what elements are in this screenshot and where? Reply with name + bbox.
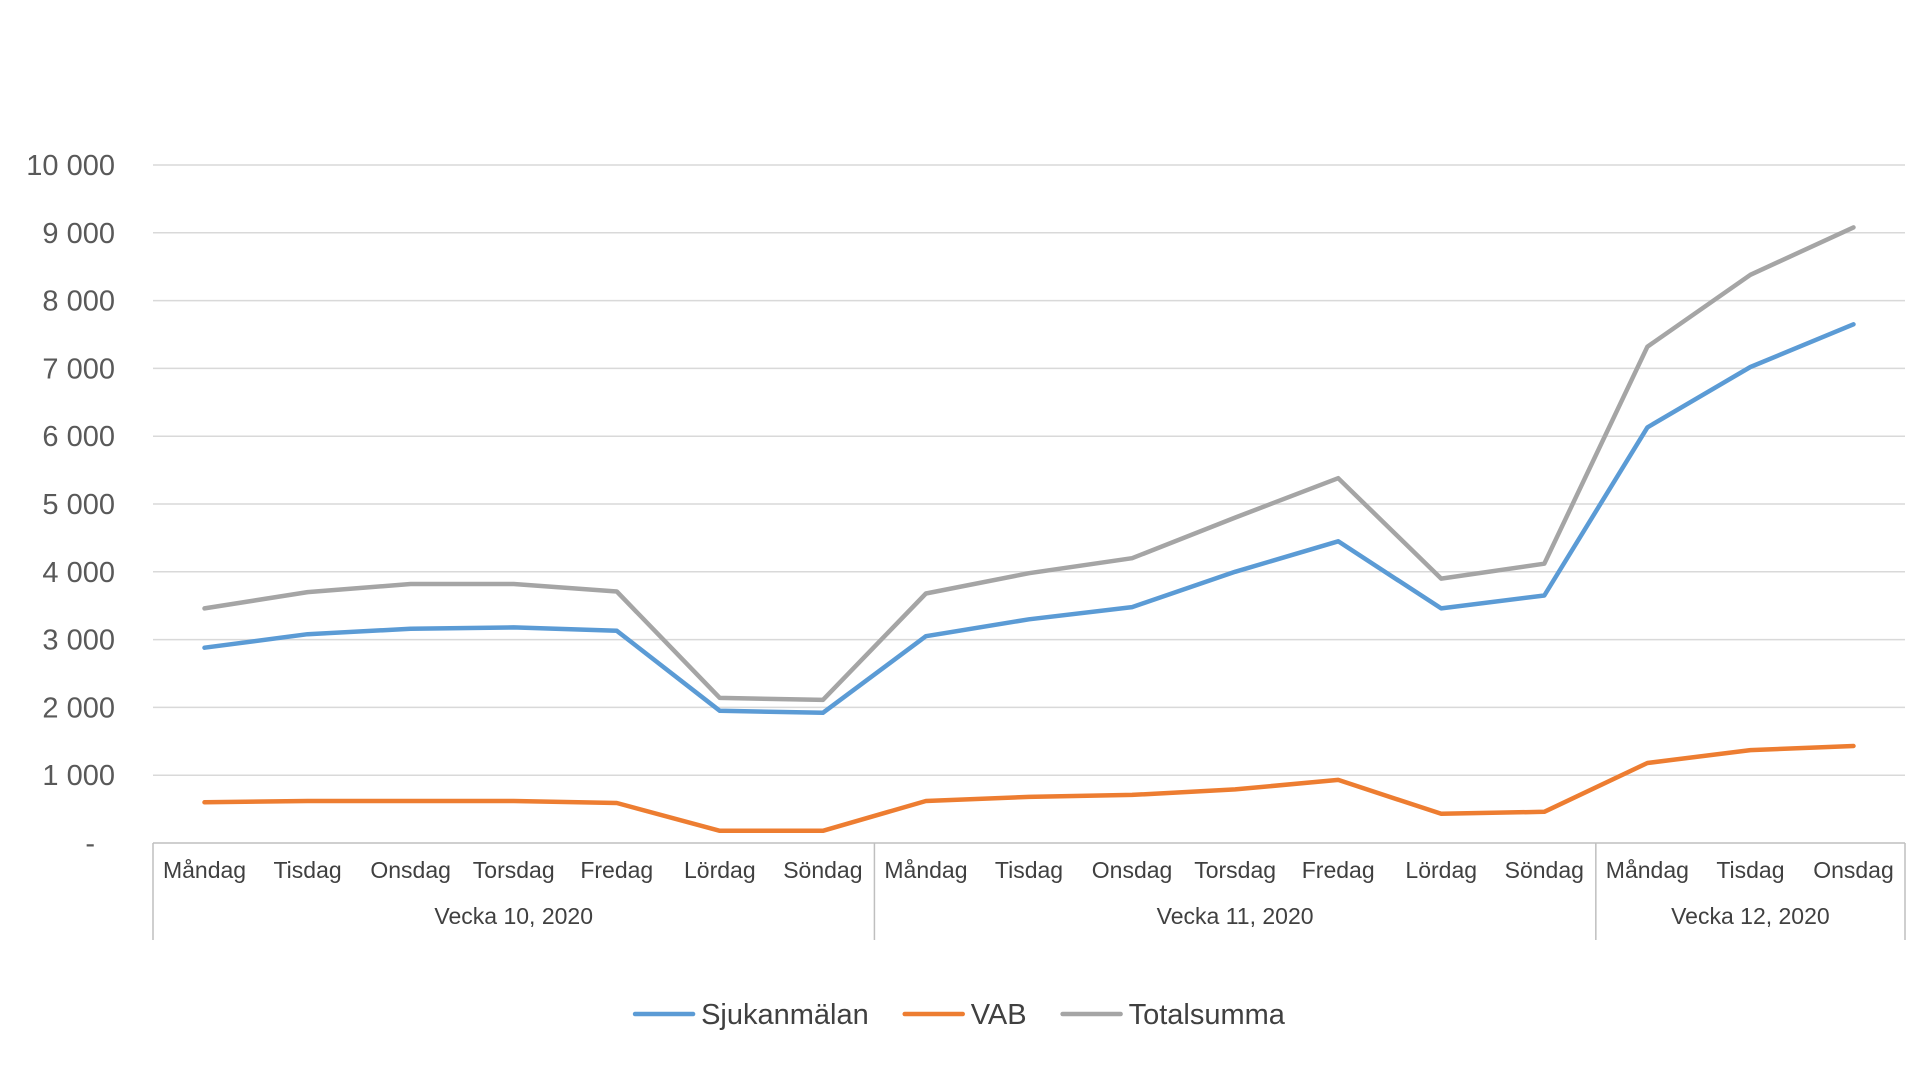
x-tick-label: Söndag bbox=[783, 857, 862, 883]
y-tick-label: 6 000 bbox=[42, 421, 115, 453]
y-tick-label: 3 000 bbox=[42, 625, 115, 657]
x-tick-label: Onsdag bbox=[1092, 857, 1173, 883]
x-tick-label: Måndag bbox=[884, 857, 967, 883]
x-tick-label: Torsdag bbox=[1194, 857, 1276, 883]
x-tick-label: Måndag bbox=[1606, 857, 1689, 883]
series-lines bbox=[202, 225, 1856, 834]
series-line-vab bbox=[202, 743, 1856, 834]
x-tick-label: Tisdag bbox=[1716, 857, 1784, 883]
group-label: Vecka 10, 2020 bbox=[434, 903, 593, 929]
x-tick-label: Söndag bbox=[1505, 857, 1584, 883]
legend-label: Totalsumma bbox=[1129, 999, 1286, 1031]
x-axis: Måndag Tisdag Onsdag Torsdag Fredag Lördag Sön… bbox=[152, 842, 1906, 940]
x-tick-label: Måndag bbox=[163, 857, 246, 883]
y-tick-label: 10 000 bbox=[26, 150, 115, 182]
group-label: Vecka 11, 2020 bbox=[1157, 903, 1314, 929]
legend: Sjukanmälan VAB Totalsumma bbox=[632, 999, 1286, 1031]
series-line-sjukanmälan bbox=[202, 322, 1856, 716]
x-tick-label: Tisdag bbox=[273, 857, 341, 883]
y-tick-label: 4 000 bbox=[42, 557, 115, 589]
x-tick-label: Tisdag bbox=[995, 857, 1063, 883]
y-tick-label: 5 000 bbox=[42, 489, 115, 521]
x-tick-label: Lördag bbox=[1405, 857, 1477, 883]
y-tick-label: 7 000 bbox=[42, 353, 115, 385]
x-tick-label: Onsdag bbox=[370, 857, 451, 883]
y-tick-label: 9 000 bbox=[42, 218, 115, 250]
y-tick-label: - bbox=[85, 828, 95, 860]
x-tick-label: Fredag bbox=[1302, 857, 1375, 883]
x-tick-label: Lördag bbox=[684, 857, 756, 883]
x-tick-label: Torsdag bbox=[473, 857, 555, 883]
x-tick-label: Onsdag bbox=[1813, 857, 1894, 883]
x-tick-label: Fredag bbox=[580, 857, 653, 883]
y-tick-label: 2 000 bbox=[42, 692, 115, 724]
gridlines bbox=[153, 164, 1905, 776]
y-tick-label: 8 000 bbox=[42, 286, 115, 318]
series-line-totalsumma bbox=[202, 225, 1856, 703]
y-tick-label: 1 000 bbox=[42, 760, 115, 792]
legend-label: Sjukanmälan bbox=[701, 999, 869, 1031]
legend-label: VAB bbox=[971, 999, 1027, 1031]
y-axis-ticks: - 1 000 2 000 3 000 4 000 5 000 6 000 7 000 8 00… bbox=[26, 150, 115, 860]
group-label: Vecka 12, 2020 bbox=[1671, 903, 1830, 929]
